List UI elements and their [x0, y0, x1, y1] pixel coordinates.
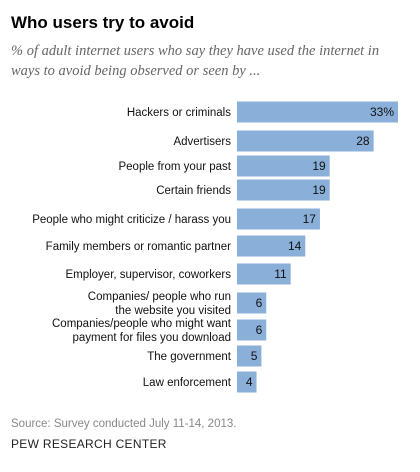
category-label: Law enforcement [143, 377, 232, 389]
category-label: Companies/ people who run [88, 291, 231, 303]
value-label: 33% [370, 105, 394, 119]
value-label: 6 [256, 323, 263, 337]
value-label: 6 [256, 296, 263, 310]
bar [237, 345, 262, 367]
bar [237, 235, 306, 257]
value-label: 19 [312, 183, 326, 197]
bar [237, 292, 267, 314]
value-label: 11 [274, 267, 287, 281]
bar [237, 371, 257, 393]
bar [237, 208, 320, 230]
value-label: 4 [246, 375, 253, 389]
category-label: Advertisers [173, 136, 231, 148]
value-label: 14 [288, 239, 302, 253]
category-label: payment for files you download [72, 332, 231, 344]
chart-title: Who users try to avoid [11, 13, 195, 32]
bar [237, 101, 398, 123]
chart-subtitle: % of adult internet users who say they h… [11, 43, 380, 79]
category-label: the website you visited [115, 305, 231, 317]
source-note: Source: Survey conducted July 11-14, 201… [11, 418, 237, 430]
category-label: People from your past [118, 161, 231, 173]
category-label: Companies/people who might want [52, 318, 232, 330]
value-label: 17 [303, 212, 317, 226]
value-label: 28 [356, 134, 370, 148]
category-label: Certain friends [156, 185, 231, 197]
bar [237, 130, 374, 152]
value-label: 19 [312, 159, 326, 173]
value-label: 5 [251, 349, 258, 363]
bar [237, 179, 330, 201]
bar [237, 155, 330, 177]
organization-name: PEW RESEARCH CENTER [11, 437, 167, 451]
category-label: Family members or romantic partner [46, 241, 231, 253]
category-label: Employer, supervisor, coworkers [65, 269, 231, 281]
category-label: The government [147, 351, 232, 363]
category-label: People who might criticize / harass you [32, 214, 231, 226]
category-label: Hackers or criminals [127, 107, 231, 119]
bar [237, 263, 291, 285]
bar [237, 319, 267, 341]
